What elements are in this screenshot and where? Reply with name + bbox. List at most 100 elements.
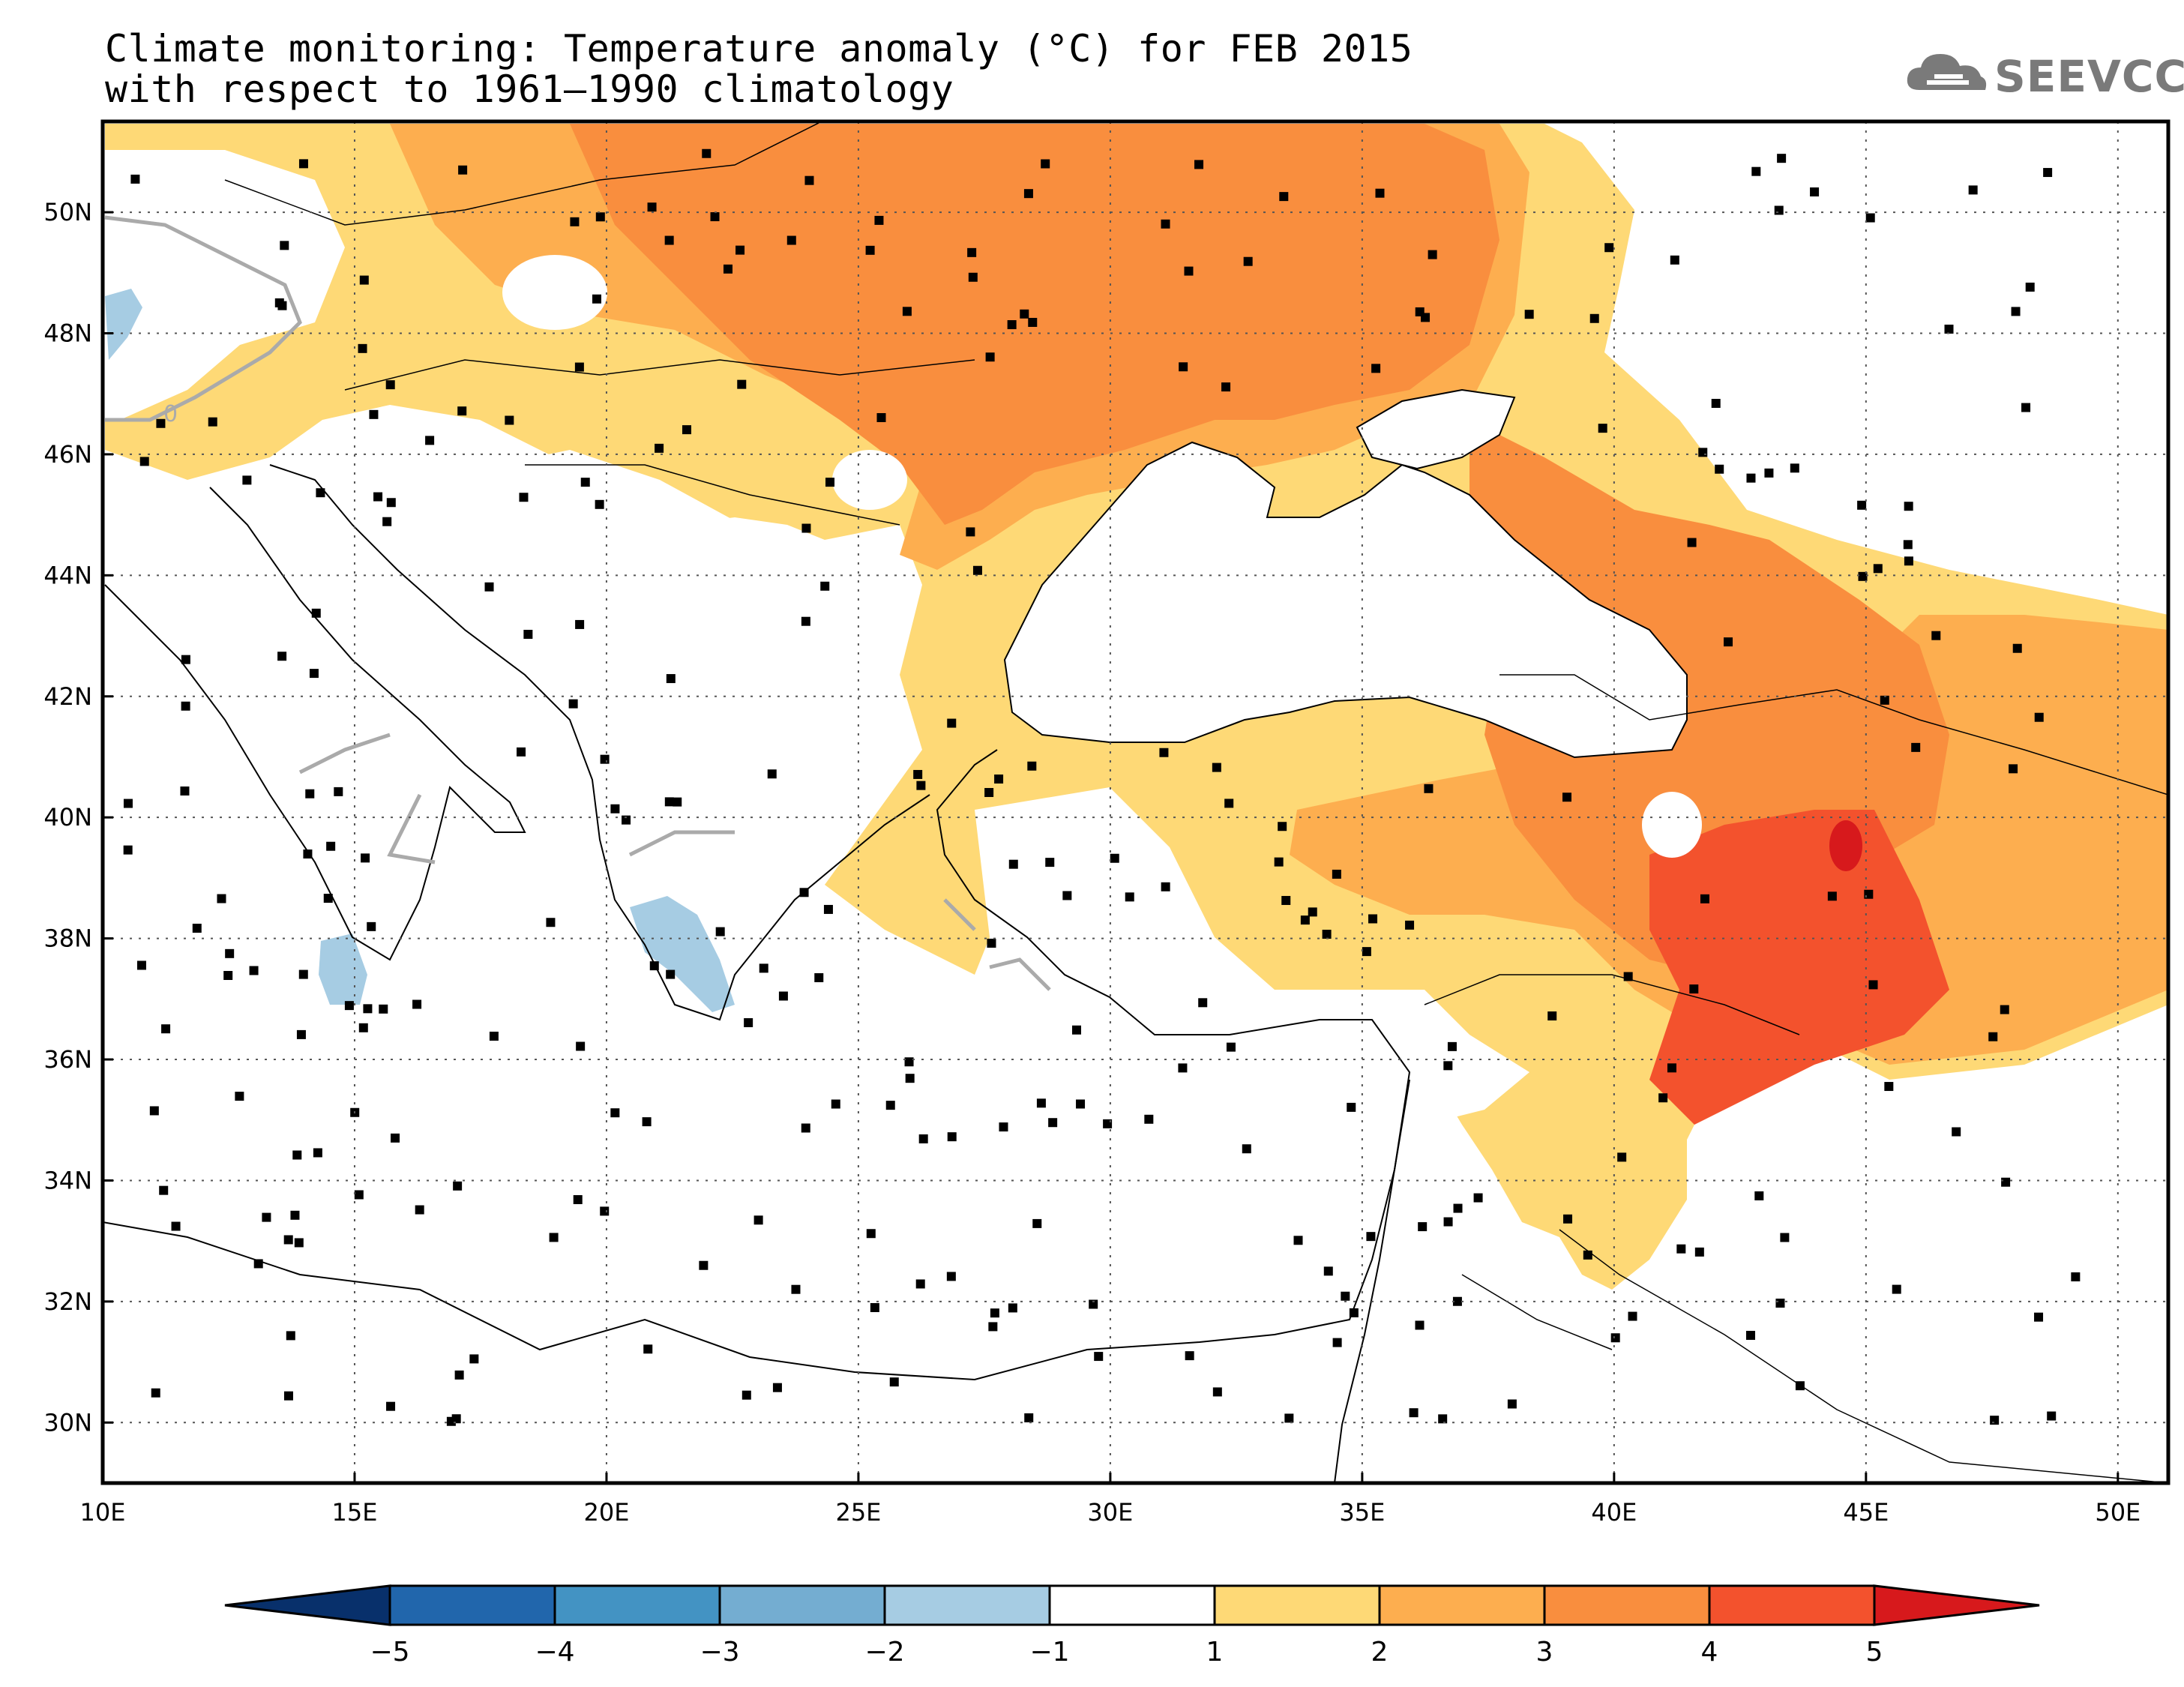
station-marker xyxy=(1687,538,1697,547)
station-marker xyxy=(831,1099,840,1109)
station-marker xyxy=(1278,822,1287,832)
x-tick-label: 15E xyxy=(332,1498,378,1527)
station-marker xyxy=(1562,793,1571,802)
y-tick-label: 32N xyxy=(43,1287,92,1316)
colorbar-low-arrow xyxy=(224,1584,391,1626)
station-marker xyxy=(814,972,824,982)
station-marker xyxy=(1125,892,1134,902)
station-marker xyxy=(1024,1413,1034,1423)
station-marker xyxy=(647,202,657,212)
station-marker xyxy=(947,1132,957,1142)
station-marker xyxy=(1293,1236,1303,1245)
colorbar-label: 3 xyxy=(1536,1637,1553,1668)
station-marker xyxy=(149,1106,159,1116)
anomaly-field: 0 xyxy=(103,121,2168,1483)
y-tick-label: 46N xyxy=(43,440,92,469)
station-marker xyxy=(673,797,682,807)
station-marker xyxy=(1790,463,1799,473)
station-marker xyxy=(367,921,376,931)
station-marker xyxy=(1281,895,1291,905)
station-marker xyxy=(1903,540,1913,550)
station-marker xyxy=(791,1284,801,1294)
station-marker xyxy=(1144,1114,1154,1124)
colorbar-label: −2 xyxy=(864,1637,904,1668)
station-marker xyxy=(225,948,235,958)
station-marker xyxy=(253,1259,263,1269)
station-marker xyxy=(1071,1025,1081,1035)
anomaly-near-normal-anatolia xyxy=(945,787,1529,1483)
station-marker xyxy=(309,669,319,679)
station-marker xyxy=(1048,1118,1058,1128)
station-marker xyxy=(1045,858,1055,867)
colorbar-label: −1 xyxy=(1029,1637,1069,1668)
anomaly-cold-alps xyxy=(105,289,142,360)
border-lines xyxy=(224,121,2168,1483)
y-tick-label: 30N xyxy=(43,1408,92,1437)
colorbar-label: 4 xyxy=(1701,1637,1718,1668)
station-marker xyxy=(2047,1411,2057,1421)
station-marker xyxy=(1008,859,1018,869)
station-marker xyxy=(180,786,190,796)
station-marker xyxy=(382,517,392,526)
station-marker xyxy=(249,966,259,975)
station-marker xyxy=(710,212,720,222)
station-marker xyxy=(326,841,336,851)
y-tick-label: 48N xyxy=(43,319,92,347)
station-marker xyxy=(1076,1099,1086,1109)
station-marker xyxy=(453,1181,463,1191)
station-marker xyxy=(574,362,584,372)
colorbar-swatch xyxy=(1048,1584,1216,1626)
station-marker xyxy=(1415,307,1425,316)
station-marker xyxy=(666,969,676,979)
station-marker xyxy=(865,245,875,255)
station-marker xyxy=(305,789,315,799)
station-marker xyxy=(610,1108,620,1118)
station-marker xyxy=(753,1215,763,1225)
station-marker xyxy=(984,787,994,797)
station-marker xyxy=(643,1344,653,1354)
colorbar: −5 −4 −3 −2 −1 1 2 3 4 5 xyxy=(224,1584,2040,1668)
coastline-levant xyxy=(1334,1079,1410,1483)
station-marker xyxy=(778,991,788,1001)
x-tick-label: 20E xyxy=(583,1498,629,1527)
station-marker xyxy=(823,904,833,914)
station-marker xyxy=(1764,468,1774,478)
station-marker xyxy=(1617,1152,1627,1162)
station-marker xyxy=(1746,1330,1756,1340)
station-marker xyxy=(359,275,369,285)
colorbar-label: 2 xyxy=(1371,1637,1389,1668)
station-marker xyxy=(311,608,321,618)
station-marker xyxy=(151,1388,160,1398)
station-marker xyxy=(208,417,217,427)
station-marker xyxy=(549,1233,559,1242)
station-marker xyxy=(1658,1093,1668,1103)
station-marker xyxy=(369,409,379,419)
x-tick-label: 10E xyxy=(80,1498,126,1527)
station-marker xyxy=(916,781,926,790)
station-marker xyxy=(699,1260,709,1270)
station-marker xyxy=(1604,243,1614,253)
station-marker xyxy=(2043,168,2053,178)
station-marker xyxy=(454,1370,464,1380)
station-marker xyxy=(1880,695,1889,705)
station-marker xyxy=(484,582,494,592)
station-marker xyxy=(274,298,284,307)
station-marker xyxy=(1694,1247,1704,1257)
station-marker xyxy=(1868,980,1878,990)
station-marker xyxy=(1780,1233,1790,1242)
map-grid xyxy=(103,121,2168,1483)
station-marker xyxy=(358,1023,368,1032)
colorbar-swatch xyxy=(1378,1584,1546,1626)
station-marker xyxy=(715,927,725,936)
station-marker xyxy=(286,1331,295,1341)
y-tick-label: 44N xyxy=(43,561,92,589)
station-marker xyxy=(1415,1320,1425,1330)
station-marker xyxy=(323,894,333,903)
station-marker xyxy=(735,245,745,255)
x-tick-label: 30E xyxy=(1087,1498,1133,1527)
y-tick-label: 40N xyxy=(43,803,92,832)
station-marker xyxy=(283,1391,293,1401)
sea-of-azov xyxy=(1356,388,1516,470)
station-marker xyxy=(972,565,982,575)
